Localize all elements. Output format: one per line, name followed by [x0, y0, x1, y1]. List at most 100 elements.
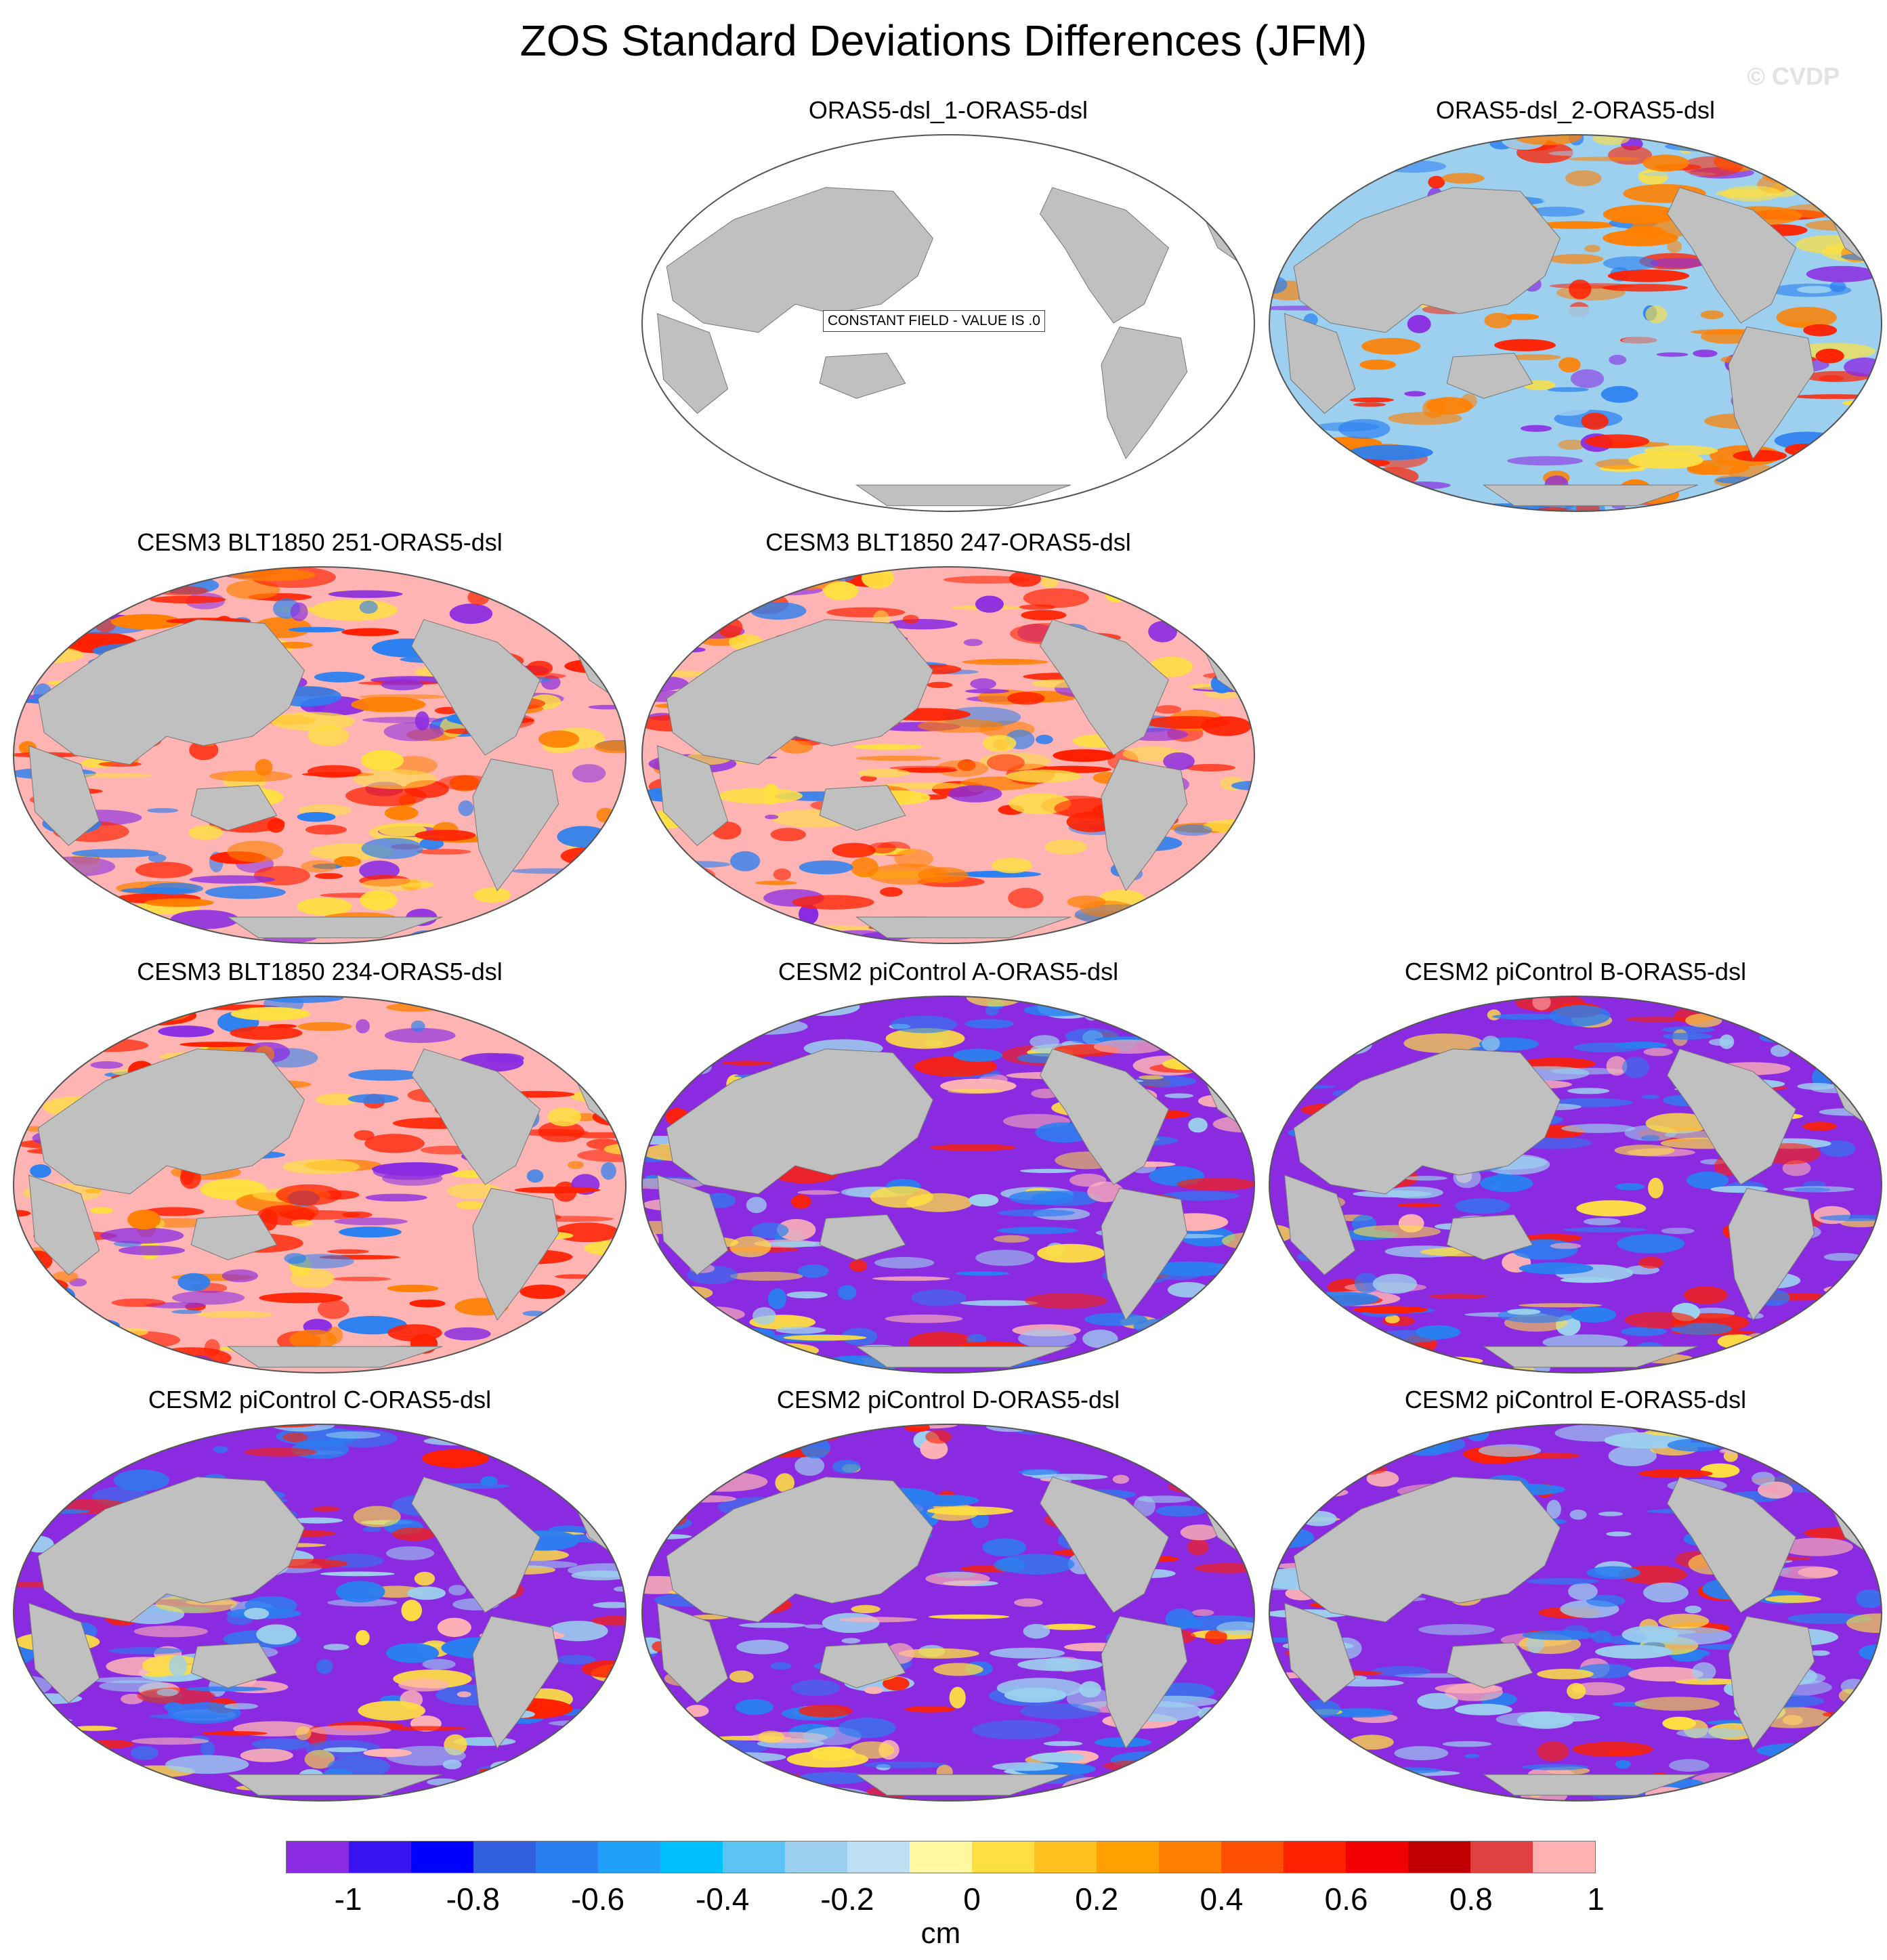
- anomaly-patch: [1605, 1750, 1645, 1756]
- anomaly-patch: [1359, 359, 1397, 370]
- anomaly-patch: [1269, 471, 1316, 477]
- anomaly-patch: [1626, 1016, 1688, 1023]
- anomaly-patch: [1630, 1629, 1697, 1635]
- anomaly-patch: [1758, 1481, 1793, 1499]
- anomaly-patch: [1326, 1033, 1372, 1055]
- colorbar-swatch: [847, 1841, 910, 1873]
- anomaly-patch: [1782, 1761, 1859, 1778]
- anomaly-patch: [797, 1264, 829, 1278]
- anomaly-patch: [170, 910, 239, 929]
- anomaly-patch: [547, 879, 626, 895]
- anomaly-patch: [1343, 998, 1387, 1004]
- anomaly-patch: [949, 1686, 966, 1709]
- anomaly-patch: [642, 1321, 698, 1338]
- anomaly-patch: [551, 583, 585, 600]
- colorbar-swatch: [473, 1841, 536, 1873]
- anomaly-patch: [276, 1184, 342, 1206]
- anomaly-patch: [1019, 1703, 1101, 1720]
- anomaly-patch: [75, 1001, 102, 1013]
- land-mass: [1293, 1048, 1561, 1195]
- anomaly-patch: [165, 1755, 249, 1774]
- anomaly-patch: [1851, 1492, 1882, 1504]
- anomaly-patch: [1376, 1361, 1442, 1367]
- anomaly-patch: [1621, 1327, 1667, 1336]
- anomaly-patch: [360, 890, 398, 911]
- anomaly-patch: [1353, 1306, 1428, 1314]
- land-mass: [1482, 484, 1698, 507]
- anomaly-patch: [1777, 996, 1854, 1006]
- anomaly-patch: [1341, 1774, 1415, 1789]
- anomaly-patch: [890, 1015, 958, 1034]
- anomaly-patch: [1662, 1032, 1713, 1040]
- land-mass: [226, 1774, 442, 1796]
- anomaly-patch: [290, 1269, 335, 1289]
- anomaly-patch: [1815, 1001, 1868, 1013]
- world-map: [13, 996, 627, 1373]
- anomaly-patch: [555, 1274, 593, 1279]
- anomaly-patch: [717, 788, 803, 804]
- anomaly-patch: [557, 1315, 610, 1331]
- anomaly-patch: [16, 1736, 72, 1747]
- map-border: [641, 1424, 1255, 1802]
- anomaly-patch: [465, 1424, 533, 1440]
- anomaly-patch: [1561, 1124, 1635, 1133]
- anomaly-patch: [335, 1581, 385, 1603]
- anomaly-patch: [918, 867, 969, 883]
- anomaly-patch: [953, 1048, 1003, 1062]
- anomaly-patch: [567, 629, 617, 646]
- anomaly-patch: [823, 567, 867, 570]
- anomaly-patch: [89, 1207, 114, 1214]
- anomaly-patch: [290, 1517, 343, 1524]
- anomaly-patch: [492, 925, 545, 937]
- anomaly-patch: [1403, 1034, 1484, 1053]
- anomaly-patch: [685, 1705, 709, 1717]
- anomaly-patch: [82, 1361, 161, 1373]
- anomaly-patch: [1478, 1444, 1542, 1457]
- anomaly-patch: [1550, 1243, 1582, 1250]
- anomaly-patch: [690, 1447, 713, 1466]
- anomaly-patch: [467, 996, 530, 1007]
- anomaly-patch: [1538, 221, 1617, 229]
- anomaly-patch: [902, 614, 919, 624]
- land-mass: [1101, 1616, 1188, 1749]
- anomaly-patch: [455, 1201, 486, 1210]
- anomaly-patch: [672, 1451, 692, 1457]
- anomaly-patch: [1819, 1214, 1882, 1221]
- anomaly-patch: [1563, 1227, 1647, 1233]
- anomaly-patch: [580, 1773, 615, 1791]
- colorbar-swatch: [1408, 1841, 1470, 1873]
- anomaly-patch: [972, 1720, 1061, 1740]
- anomaly-patch: [47, 1472, 106, 1477]
- anomaly-patch: [791, 1680, 841, 1697]
- anomaly-patch: [666, 1355, 717, 1368]
- anomaly-patch: [1609, 354, 1627, 365]
- anomaly-patch: [538, 730, 580, 748]
- anomaly-patch: [1569, 1509, 1587, 1520]
- land-mass: [190, 784, 278, 831]
- anomaly-patch: [1484, 312, 1512, 328]
- colorbar-swatch: [536, 1841, 598, 1873]
- anomaly-patch: [1549, 1005, 1611, 1027]
- anomaly-patch: [705, 1446, 780, 1458]
- land-mass: [819, 1214, 906, 1260]
- anomaly-patch: [361, 878, 434, 891]
- anomaly-patch: [1225, 1311, 1251, 1329]
- anomaly-patch: [975, 658, 1036, 663]
- anomaly-patch: [1820, 1302, 1862, 1308]
- anomaly-patch: [1367, 467, 1419, 486]
- anomaly-patch: [323, 1644, 349, 1650]
- anomaly-patch: [1298, 1321, 1323, 1335]
- land-mass: [657, 1602, 729, 1704]
- anomaly-patch: [384, 1726, 467, 1731]
- anomaly-patch: [1332, 1785, 1413, 1801]
- anomaly-patch: [320, 1571, 395, 1577]
- anomaly-patch: [1658, 1613, 1710, 1629]
- anomaly-patch: [1685, 1013, 1722, 1027]
- anomaly-patch: [1837, 1277, 1882, 1296]
- anomaly-patch: [1269, 1015, 1311, 1027]
- colorbar-tick-label: -0.6: [570, 1881, 625, 1917]
- anomaly-patch: [1417, 1692, 1458, 1709]
- anomaly-patch: [1095, 924, 1174, 939]
- anomaly-patch: [1782, 1160, 1811, 1176]
- anomaly-patch: [1464, 1753, 1479, 1759]
